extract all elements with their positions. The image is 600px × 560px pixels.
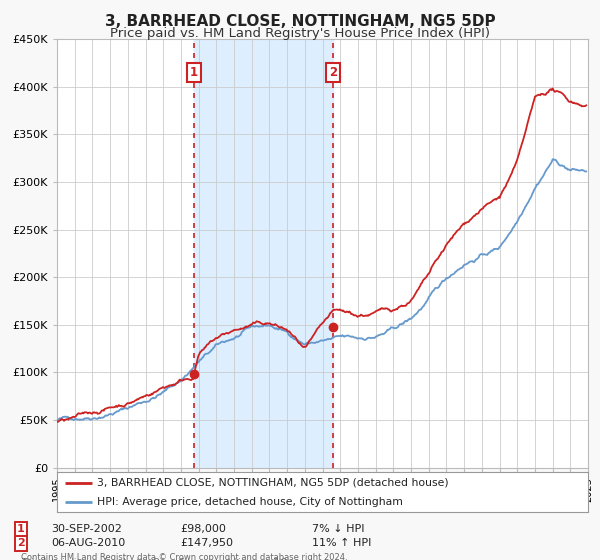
Text: Contains HM Land Registry data © Crown copyright and database right 2024.: Contains HM Land Registry data © Crown c…	[21, 553, 347, 560]
Text: Price paid vs. HM Land Registry's House Price Index (HPI): Price paid vs. HM Land Registry's House …	[110, 27, 490, 40]
Text: 3, BARRHEAD CLOSE, NOTTINGHAM, NG5 5DP: 3, BARRHEAD CLOSE, NOTTINGHAM, NG5 5DP	[104, 14, 496, 29]
Text: HPI: Average price, detached house, City of Nottingham: HPI: Average price, detached house, City…	[97, 497, 403, 506]
Text: 11% ↑ HPI: 11% ↑ HPI	[312, 538, 371, 548]
Text: 3, BARRHEAD CLOSE, NOTTINGHAM, NG5 5DP (detached house): 3, BARRHEAD CLOSE, NOTTINGHAM, NG5 5DP (…	[97, 478, 448, 488]
Text: 2: 2	[329, 66, 337, 79]
Text: 30-SEP-2002: 30-SEP-2002	[51, 524, 122, 534]
Text: 06-AUG-2010: 06-AUG-2010	[51, 538, 125, 548]
Text: 7% ↓ HPI: 7% ↓ HPI	[312, 524, 365, 534]
Text: This data is licensed under the Open Government Licence v3.0.: This data is licensed under the Open Gov…	[21, 558, 289, 560]
Bar	[194, 39, 333, 468]
Text: £98,000: £98,000	[180, 524, 226, 534]
Text: £147,950: £147,950	[180, 538, 233, 548]
Text: 1: 1	[190, 66, 198, 79]
Text: 2: 2	[17, 538, 25, 548]
Text: 1: 1	[17, 524, 25, 534]
